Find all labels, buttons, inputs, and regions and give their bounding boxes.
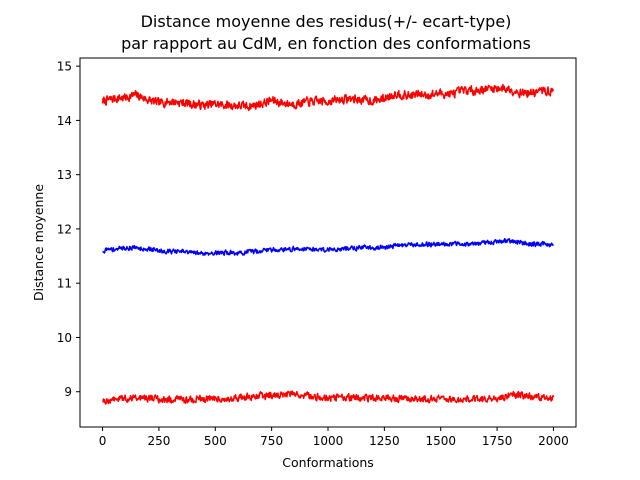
x-tick-label: 2000: [538, 434, 569, 448]
y-tick-label: 12: [57, 222, 72, 236]
x-tick-label: 250: [147, 434, 170, 448]
chart-title-line-2: par rapport au CdM, en fonction des conf…: [121, 34, 531, 53]
x-tick-label: 750: [260, 434, 283, 448]
y-axis-label: Distance moyenne: [31, 184, 46, 301]
chart-title-line-1: Distance moyenne des residus(+/- ecart-t…: [141, 12, 512, 31]
x-tick-label: 1250: [369, 434, 400, 448]
series-line-1: [101, 83, 555, 112]
series-line-3: [102, 390, 555, 405]
y-tick-label: 13: [57, 168, 72, 182]
x-tick-label: 0: [99, 434, 107, 448]
y-tick-label: 10: [57, 331, 72, 345]
y-tick-label: 15: [57, 60, 72, 74]
x-axis: 0 250 500 750 1000 1250 1500 1750 2000: [99, 427, 569, 448]
series-layer: [101, 83, 555, 405]
y-tick-label: 11: [57, 277, 72, 291]
x-tick-label: 500: [204, 434, 227, 448]
x-axis-label: Conformations: [282, 455, 374, 470]
x-tick-label: 1750: [482, 434, 513, 448]
y-axis: 9 10 11 12 13 14 15: [57, 60, 80, 399]
y-tick-label: 9: [64, 385, 72, 399]
x-tick-label: 1000: [313, 434, 344, 448]
series-line-2: [102, 237, 554, 256]
x-tick-label: 1500: [425, 434, 456, 448]
y-tick-label: 14: [57, 114, 72, 128]
